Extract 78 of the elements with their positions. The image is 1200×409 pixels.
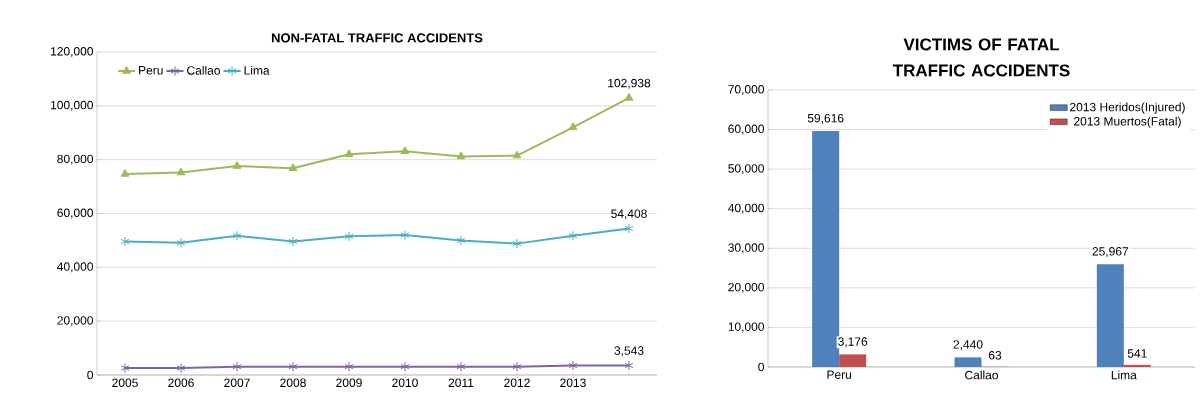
legend-label: 2013 Heridos(Injured)	[1070, 102, 1185, 114]
y-tick-label: 50,000	[728, 164, 764, 175]
data-label: 63	[988, 351, 1002, 360]
point	[176, 362, 186, 373]
chart-title: NON-FATAL TRAFFIC ACCIDENTS	[271, 33, 483, 43]
point	[344, 361, 354, 372]
x-tick-label: 2008	[280, 378, 306, 388]
point	[232, 361, 242, 372]
data-label: 25,967	[1092, 247, 1129, 258]
data-label: 3,543	[614, 346, 644, 357]
y-tick-label: 70,000	[728, 85, 764, 95]
x-tick-label: 2006	[168, 378, 194, 388]
legend-label: Peru	[139, 66, 163, 75]
y-tick-label: 10,000	[728, 322, 764, 333]
data-label: 2,440	[953, 340, 983, 351]
point	[232, 230, 242, 241]
y-tick-label: 100,000	[51, 100, 94, 111]
point	[400, 146, 410, 155]
data-label: 54,408	[611, 209, 647, 220]
point	[344, 231, 354, 242]
y-tick-label: 40,000	[57, 262, 94, 273]
point	[120, 168, 130, 177]
legend-label: Lima	[244, 65, 270, 75]
x-tick-label: 2009	[336, 378, 362, 388]
point	[400, 361, 410, 372]
x-tick-label: Callao	[965, 370, 998, 380]
x-tick-label: 2011	[448, 378, 474, 388]
point	[568, 230, 578, 241]
x-tick-label: 2007	[224, 378, 250, 388]
bar	[954, 357, 982, 367]
point	[456, 361, 466, 372]
x-tick-label: Peru	[827, 370, 852, 379]
point	[288, 361, 298, 372]
point	[176, 237, 186, 248]
data-label: 59,616	[807, 113, 844, 124]
point	[344, 149, 354, 158]
point	[512, 361, 522, 372]
y-tick-label: 0	[87, 370, 94, 380]
point	[512, 238, 522, 249]
bar	[1096, 264, 1124, 367]
chart-title: VICTIMS OF FATAL TRAFFIC ACCIDENTS	[892, 38, 1070, 77]
point	[232, 161, 242, 169]
point	[120, 362, 130, 373]
x-tick-label: 2005	[112, 378, 138, 388]
point	[568, 122, 578, 131]
point	[288, 163, 298, 172]
bar	[812, 131, 840, 367]
y-tick-label: 20,000	[57, 316, 94, 327]
point	[624, 92, 634, 101]
x-tick-label: Lima	[1111, 370, 1137, 380]
y-tick-label: 20,000	[728, 282, 764, 293]
x-tick-label: 2013	[560, 378, 586, 388]
point	[400, 230, 410, 241]
legend-label: Callao	[187, 65, 220, 75]
point	[456, 151, 466, 160]
y-tick-label: 40,000	[728, 203, 764, 214]
data-label: 3,176	[838, 337, 868, 348]
y-tick-label: 0	[758, 362, 765, 372]
point	[176, 167, 186, 176]
y-tick-label: 60,000	[57, 208, 94, 219]
x-tick-label: 2010	[392, 378, 418, 388]
point	[456, 235, 466, 246]
data-label: 102,938	[608, 78, 651, 89]
y-tick-label: 80,000	[57, 154, 94, 165]
bar	[1123, 364, 1151, 367]
point	[568, 360, 578, 371]
point	[512, 150, 522, 159]
y-tick-label: 60,000	[728, 124, 764, 135]
point	[288, 236, 298, 247]
data-label: 541	[1127, 349, 1147, 358]
point	[624, 223, 634, 234]
point	[624, 360, 634, 371]
point	[120, 236, 130, 247]
legend-label: 2013 Muertos(Fatal)	[1074, 116, 1181, 128]
bar	[839, 354, 867, 367]
x-tick-label: 2012	[504, 378, 530, 388]
y-tick-label: 120,000	[51, 47, 94, 57]
y-tick-label: 30,000	[728, 243, 764, 254]
